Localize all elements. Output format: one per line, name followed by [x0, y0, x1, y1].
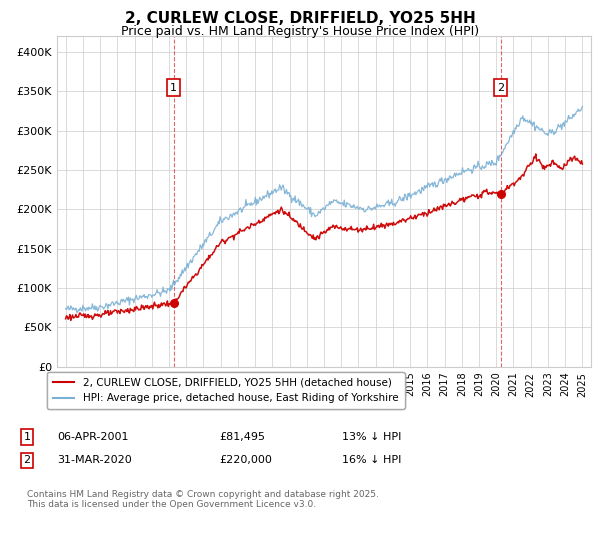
Text: 2: 2: [23, 455, 31, 465]
Text: 2, CURLEW CLOSE, DRIFFIELD, YO25 5HH: 2, CURLEW CLOSE, DRIFFIELD, YO25 5HH: [125, 11, 475, 26]
Text: Contains HM Land Registry data © Crown copyright and database right 2025.
This d: Contains HM Land Registry data © Crown c…: [27, 490, 379, 510]
Text: 06-APR-2001: 06-APR-2001: [57, 432, 128, 442]
Text: 2: 2: [497, 82, 504, 92]
Text: £81,495: £81,495: [219, 432, 265, 442]
Text: 1: 1: [170, 82, 177, 92]
Text: 31-MAR-2020: 31-MAR-2020: [57, 455, 132, 465]
Text: Price paid vs. HM Land Registry's House Price Index (HPI): Price paid vs. HM Land Registry's House …: [121, 25, 479, 38]
Text: £220,000: £220,000: [219, 455, 272, 465]
Text: 1: 1: [23, 432, 31, 442]
Legend: 2, CURLEW CLOSE, DRIFFIELD, YO25 5HH (detached house), HPI: Average price, detac: 2, CURLEW CLOSE, DRIFFIELD, YO25 5HH (de…: [47, 372, 404, 409]
Text: 13% ↓ HPI: 13% ↓ HPI: [342, 432, 401, 442]
Text: 16% ↓ HPI: 16% ↓ HPI: [342, 455, 401, 465]
